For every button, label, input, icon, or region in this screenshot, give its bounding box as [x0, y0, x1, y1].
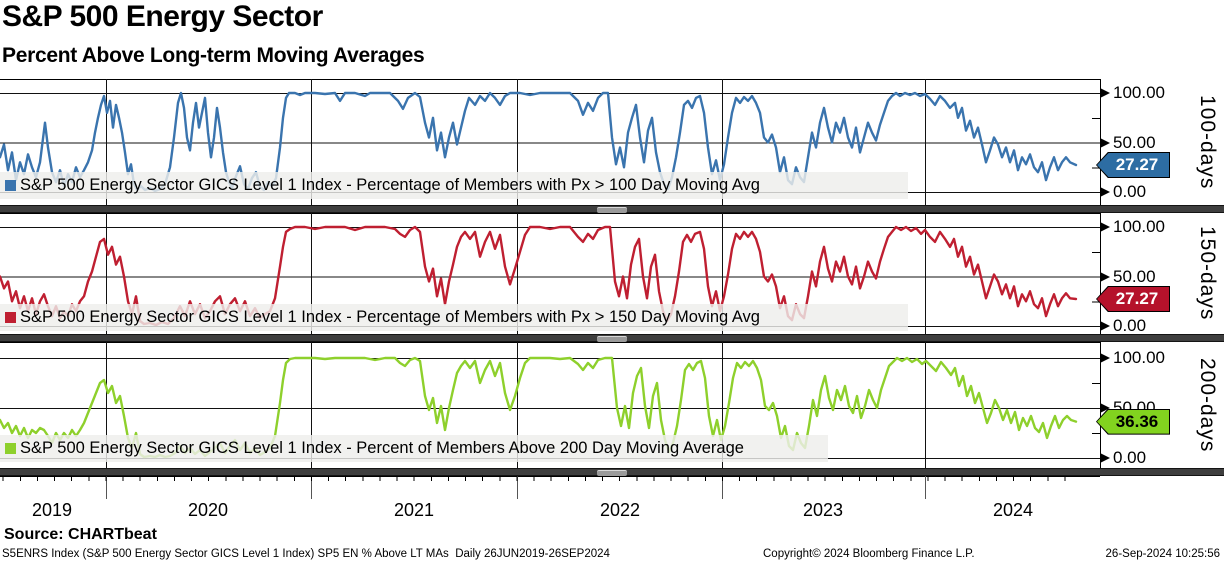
x-axis-ticks: [0, 476, 1100, 499]
footer-security-info: S5ENRS Index (S&P 500 Energy Sector GICS…: [2, 548, 610, 560]
legend-label: S&P 500 Energy Sector GICS Level 1 Index…: [20, 176, 760, 194]
panel-axis-title-100-days: 100-days: [1196, 94, 1219, 190]
source-label: Source: CHARTbeat: [4, 526, 157, 543]
legend-swatch-icon: [5, 180, 16, 191]
ytick-label: 100.00: [1113, 83, 1165, 102]
xtick-year-label: 2021: [393, 500, 435, 520]
xtick-year-label: 2022: [599, 500, 641, 520]
ytick-label: 50.00: [1113, 132, 1156, 152]
ytick-label: 0.00: [1113, 448, 1147, 467]
page-subtitle: Percent Above Long-term Moving Averages: [2, 44, 425, 67]
panel-splitter-handle[interactable]: [597, 336, 627, 342]
last-value-badge-150-days: 27.27: [1096, 285, 1170, 312]
panel-axis-title-150-days: 150-days: [1196, 226, 1219, 321]
xtick-year-label: 2019: [31, 500, 73, 520]
ytick-label: 0.00: [1113, 182, 1147, 201]
legend-swatch-icon: [5, 443, 16, 454]
panel-splitter-handle[interactable]: [597, 470, 627, 476]
legend-label: S&P 500 Energy Sector GICS Level 1 Index…: [20, 439, 744, 457]
xtick-year-label: 2023: [802, 500, 844, 520]
ytick-label: 100.00: [1113, 217, 1165, 236]
panel-axis-title-200-days: 200-days: [1196, 357, 1219, 453]
legend-label: S&P 500 Energy Sector GICS Level 1 Index…: [20, 308, 760, 326]
tick-arrow-icon: [1100, 453, 1110, 463]
tick-arrow-icon: [1100, 88, 1110, 98]
ytick-label: 50.00: [1113, 266, 1156, 286]
last-value-text: 27.27: [1097, 152, 1169, 177]
tick-arrow-icon: [1100, 137, 1110, 148]
ytick-label: 100.00: [1113, 348, 1165, 367]
tick-arrow-icon: [1100, 353, 1110, 363]
legend-100-days: S&P 500 Energy Sector GICS Level 1 Index…: [0, 172, 908, 199]
last-value-text: 36.36: [1097, 409, 1169, 434]
ytick-label: 0.00: [1113, 316, 1147, 335]
tick-arrow-icon: [1100, 222, 1110, 232]
tick-arrow-icon: [1100, 403, 1110, 413]
panel-separator: [0, 334, 1224, 342]
tick-arrow-icon: [1100, 187, 1110, 197]
xtick-year-label: 2020: [187, 500, 229, 520]
tick-arrow-icon: [1100, 271, 1110, 282]
legend-150-days: S&P 500 Energy Sector GICS Level 1 Index…: [0, 304, 908, 331]
footer-copyright: Copyright© 2024 Bloomberg Finance L.P.: [763, 548, 975, 560]
last-value-text: 27.27: [1097, 286, 1169, 311]
legend-200-days: S&P 500 Energy Sector GICS Level 1 Index…: [0, 435, 828, 462]
last-value-badge-100-days: 27.27: [1096, 151, 1170, 178]
tick-arrow-icon: [1100, 321, 1110, 331]
legend-swatch-icon: [5, 312, 16, 323]
page-title: S&P 500 Energy Sector: [2, 0, 323, 33]
panel-splitter-handle[interactable]: [597, 207, 627, 213]
xtick-year-label: 2024: [992, 500, 1034, 520]
last-value-badge-200-days: 36.36: [1096, 408, 1170, 435]
panel-separator: [0, 205, 1224, 213]
footer-datetime: 26-Sep-2024 10:25:56: [1105, 548, 1220, 560]
panel-separator: [0, 468, 1224, 476]
